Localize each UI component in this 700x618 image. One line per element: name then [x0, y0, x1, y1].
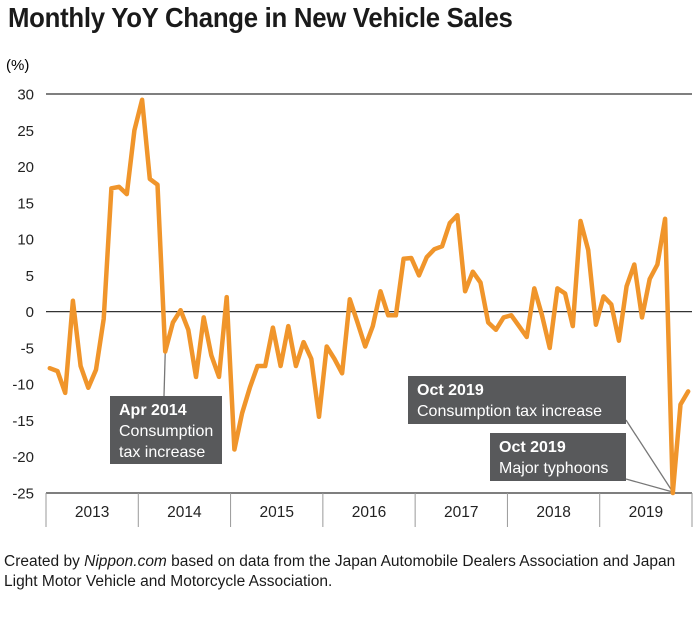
annotation-box: Oct 2019 Major typhoons: [490, 433, 626, 481]
annotation-text: tax increase: [119, 444, 205, 461]
annotation-connectors: [163, 353, 674, 493]
x-tick-label: 2019: [629, 504, 663, 521]
y-tick-label: 15: [17, 195, 34, 212]
y-tick-label: 30: [17, 87, 34, 104]
x-tick-label: 2016: [352, 504, 386, 521]
y-axis: 30 25 20 15 10 5 0 -5 -10 -15 -20 -25: [12, 87, 34, 503]
x-tick-label: 2018: [536, 504, 570, 521]
y-tick-label: -20: [12, 449, 34, 466]
chart-title: Monthly YoY Change in New Vehicle Sales: [8, 2, 513, 33]
caption-suffix: based on data from the Japan Automobile …: [4, 553, 676, 590]
y-tick-label: 5: [26, 268, 34, 285]
y-tick-label: 20: [17, 159, 34, 176]
x-axis: 2013 2014 2015 2016 2017 2018 2019: [45, 493, 693, 527]
annotations: Apr 2014 Consumption tax increase Oct 2019 C…: [110, 376, 626, 481]
annotation-box: Apr 2014 Consumption tax increase: [110, 396, 222, 464]
x-tick-label: 2017: [444, 504, 478, 521]
annotation-box: Oct 2019 Consumption tax increase: [408, 376, 626, 424]
y-tick-label: -5: [21, 340, 34, 357]
annotation-connector: [625, 419, 674, 493]
y-tick-label: 25: [17, 123, 34, 140]
y-axis-unit-label: (%): [6, 57, 29, 74]
annotation-text: Oct 2019: [499, 439, 566, 456]
x-tick-label: 2015: [259, 504, 293, 521]
caption-prefix: Created by: [4, 553, 85, 570]
y-tick-label: -15: [12, 413, 34, 430]
annotation-connector: [163, 353, 166, 397]
annotation-text: Consumption: [119, 423, 213, 440]
axes: [46, 93, 692, 494]
x-tick-label: 2013: [75, 504, 109, 521]
source-caption: Created by Nippon.com based on data from…: [4, 552, 694, 592]
annotation-connector: [625, 478, 673, 493]
y-tick-label: -25: [12, 486, 34, 503]
caption-source: Nippon.com: [84, 553, 167, 570]
annotation-text: Apr 2014: [119, 402, 187, 419]
y-tick-label: 0: [26, 304, 34, 321]
annotation-text: Oct 2019: [417, 382, 484, 399]
annotation-text: Consumption tax increase: [417, 403, 602, 420]
y-tick-label: 10: [17, 232, 34, 249]
annotation-text: Major typhoons: [499, 460, 608, 477]
series-line: [47, 97, 691, 496]
x-tick-label: 2014: [167, 504, 202, 521]
annotation-background: [110, 396, 222, 464]
annotation-background: [490, 433, 626, 481]
annotation-background: [408, 376, 626, 424]
y-tick-label: -10: [12, 377, 34, 394]
